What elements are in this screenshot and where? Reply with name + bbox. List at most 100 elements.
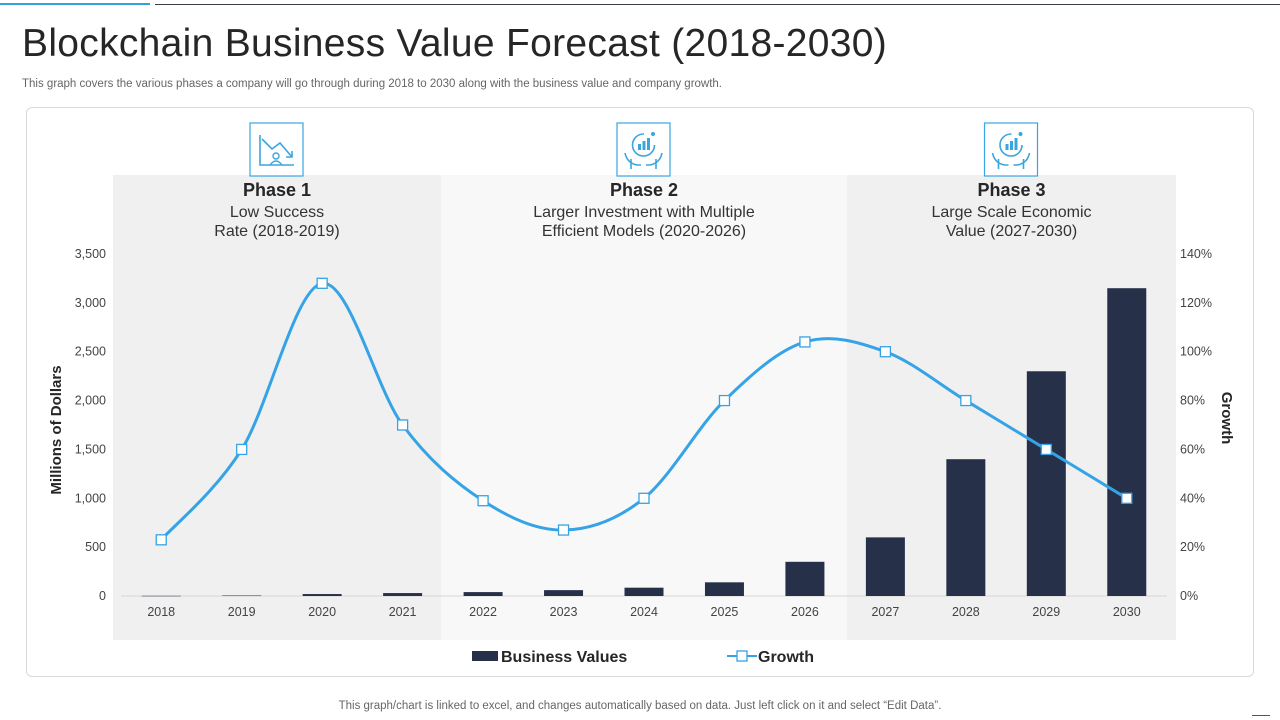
hands-growth-chart-icon [983, 122, 1039, 177]
y-tick-label: 1,000 [75, 491, 106, 505]
icon-axis [259, 135, 294, 166]
y2-tick-label: 80% [1180, 394, 1205, 408]
growth-point-2019[interactable] [236, 443, 248, 456]
y2-tick-label: 60% [1180, 442, 1205, 456]
x-tick-label: 2026 [791, 605, 819, 619]
bar-2018[interactable] [141, 595, 181, 597]
icon-arrowhead [286, 151, 293, 158]
icon-dot [651, 132, 655, 136]
growth-point-2026[interactable] [799, 336, 811, 348]
x-tick-label: 2019 [228, 605, 256, 619]
icon-ring [631, 133, 656, 157]
bar-2026[interactable] [785, 561, 825, 596]
phase-desc-line2: Rate (2018-2019) [214, 223, 339, 240]
x-tick-label: 2020 [308, 605, 336, 619]
growth-point-2024[interactable] [638, 492, 650, 504]
y-tick-label: 2,000 [75, 394, 106, 408]
bar-2027[interactable] [865, 537, 905, 596]
icon-person-body [269, 160, 283, 166]
legend-swatch-growth-marker [736, 650, 748, 662]
bar-2025[interactable] [704, 582, 744, 596]
icon-frame [249, 122, 304, 177]
legend-swatch-business-values [472, 651, 498, 661]
x-tick-label: 2018 [147, 605, 175, 619]
x-tick-label: 2027 [871, 605, 899, 619]
legend-label-business-values: Business Values [501, 649, 627, 666]
bar-2029[interactable] [1026, 371, 1066, 596]
bar-2024[interactable] [624, 587, 664, 596]
x-tick-label: 2022 [469, 605, 497, 619]
legend-label-growth: Growth [758, 649, 814, 666]
icon-hand-left [624, 152, 641, 166]
y2-tick-label: 40% [1180, 491, 1205, 505]
bar-2021[interactable] [383, 593, 423, 596]
y-axis-title: Millions of Dollars [48, 365, 65, 494]
y2-tick-label: 20% [1180, 540, 1205, 554]
icon-hand-left [991, 152, 1009, 166]
y2-tick-label: 100% [1180, 345, 1212, 359]
y-tick-label: 3,000 [75, 296, 106, 310]
y2-axis-title: Growth [1218, 392, 1235, 445]
y-tick-label: 3,500 [75, 247, 106, 261]
phase-desc-line1: Larger Investment with Multiple [533, 204, 755, 221]
icon-dot [1018, 132, 1023, 136]
icon-hand-right [1013, 152, 1031, 166]
phase-title: Phase 2 [610, 180, 678, 200]
phase-desc-line2: Value (2027-2030) [946, 223, 1077, 240]
growth-point-2027[interactable] [879, 346, 892, 358]
y-tick-label: 2,500 [75, 345, 106, 359]
icon-bar [642, 141, 646, 150]
x-tick-label: 2030 [1113, 605, 1141, 619]
x-tick-label: 2029 [1032, 605, 1060, 619]
growth-point-2030[interactable] [1121, 492, 1133, 504]
x-tick-label: 2023 [550, 605, 578, 619]
growth-line [160, 281, 1128, 541]
y-tick-label: 1,500 [75, 442, 106, 456]
icon-person-head [272, 152, 280, 160]
icon-ring [999, 133, 1023, 157]
footer-note: This graph/chart is linked to excel, and… [338, 700, 942, 712]
phase-title: Phase 1 [243, 180, 311, 200]
hands-growth-chart-icon [616, 122, 671, 177]
y2-tick-label: 140% [1180, 247, 1212, 261]
growth-point-2022[interactable] [477, 495, 489, 507]
bar-2028[interactable] [946, 459, 986, 596]
icon-bar [1014, 138, 1018, 150]
bar-2023[interactable] [544, 590, 584, 596]
growth-point-2025[interactable] [718, 394, 731, 407]
phase-desc-line1: Large Scale Economic [931, 204, 1091, 221]
icon-bar [647, 138, 650, 150]
y2-tick-label: 120% [1180, 296, 1212, 310]
growth-point-2029[interactable] [1040, 443, 1052, 456]
y-tick-label: 0 [99, 589, 106, 603]
icon-bar [638, 144, 641, 150]
y2-tick-label: 0% [1180, 589, 1198, 603]
icon-trend-line [261, 138, 293, 158]
x-tick-label: 2021 [389, 605, 417, 619]
phase-title: Phase 3 [977, 180, 1045, 200]
page-subtitle: This graph covers the various phases a c… [22, 78, 723, 90]
x-tick-label: 2025 [711, 605, 739, 619]
growth-point-2021[interactable] [396, 419, 409, 431]
corner-mark [1252, 715, 1270, 716]
page-title: Blockchain Business Value Forecast (2018… [22, 22, 888, 65]
icon-hand-right [646, 152, 663, 166]
icon-bar [1010, 141, 1013, 150]
y-tick-label: 500 [85, 540, 106, 554]
growth-point-2020[interactable] [316, 277, 328, 289]
bar-2030[interactable] [1107, 288, 1147, 596]
phase-desc-line2: Efficient Models (2020-2026) [542, 223, 746, 240]
x-tick-label: 2024 [630, 605, 658, 619]
bar-2019[interactable] [222, 595, 262, 597]
growth-point-2023[interactable] [557, 524, 570, 536]
declining-chart-icon [249, 122, 304, 177]
phase-band-2 [441, 175, 847, 640]
bar-2022[interactable] [463, 592, 503, 596]
growth-point-2028[interactable] [960, 394, 972, 407]
phase-desc-line1: Low Success [230, 204, 324, 221]
growth-point-2018[interactable] [155, 534, 167, 546]
icon-bar [1005, 144, 1009, 150]
x-tick-label: 2028 [952, 605, 980, 619]
bar-2020[interactable] [302, 594, 342, 596]
